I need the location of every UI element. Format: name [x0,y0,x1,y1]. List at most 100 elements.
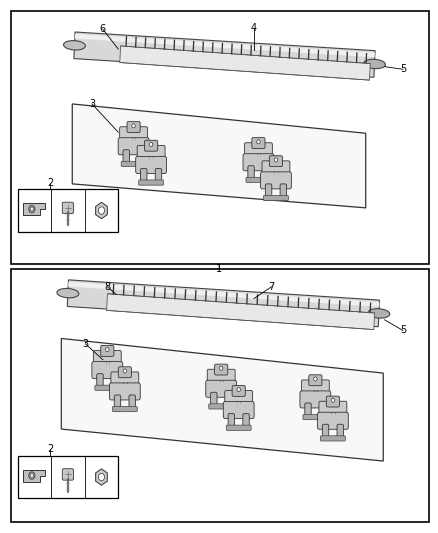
Polygon shape [269,46,271,57]
Circle shape [149,142,153,147]
FancyBboxPatch shape [246,177,271,182]
FancyBboxPatch shape [93,351,121,363]
Polygon shape [74,32,375,77]
Polygon shape [289,47,290,59]
Circle shape [106,348,109,352]
FancyBboxPatch shape [155,168,162,184]
Polygon shape [154,38,156,49]
FancyBboxPatch shape [232,385,245,397]
Circle shape [30,474,33,478]
Polygon shape [123,285,125,296]
FancyBboxPatch shape [223,401,254,418]
Text: 4: 4 [251,23,257,33]
FancyBboxPatch shape [228,414,235,430]
Polygon shape [193,41,194,52]
Circle shape [331,398,335,402]
FancyBboxPatch shape [137,146,165,158]
Polygon shape [215,292,217,302]
FancyBboxPatch shape [92,361,123,378]
FancyBboxPatch shape [123,150,130,166]
Polygon shape [356,52,357,63]
Polygon shape [145,37,146,49]
Circle shape [274,158,278,162]
FancyBboxPatch shape [118,138,149,155]
Polygon shape [23,203,46,215]
FancyBboxPatch shape [145,140,158,151]
FancyBboxPatch shape [322,424,329,440]
FancyBboxPatch shape [244,143,272,155]
Bar [18,456,118,498]
FancyBboxPatch shape [265,184,272,200]
Ellipse shape [368,309,390,318]
FancyBboxPatch shape [319,403,326,419]
Ellipse shape [64,41,85,50]
FancyBboxPatch shape [139,180,163,185]
FancyBboxPatch shape [321,436,345,441]
Text: 6: 6 [100,25,106,34]
Polygon shape [297,297,299,308]
FancyBboxPatch shape [110,383,140,400]
Circle shape [237,387,240,392]
Polygon shape [336,51,339,62]
FancyBboxPatch shape [113,407,137,411]
FancyBboxPatch shape [261,172,291,189]
FancyBboxPatch shape [300,391,331,408]
Polygon shape [205,290,207,302]
Polygon shape [164,39,166,50]
Circle shape [30,207,33,211]
FancyBboxPatch shape [318,412,348,429]
FancyBboxPatch shape [243,414,249,430]
Polygon shape [256,294,258,305]
FancyBboxPatch shape [207,369,235,382]
FancyBboxPatch shape [262,161,290,173]
Polygon shape [236,293,238,304]
FancyBboxPatch shape [121,161,146,166]
Polygon shape [72,104,366,208]
Polygon shape [164,288,166,298]
Polygon shape [106,294,374,329]
Polygon shape [226,292,227,303]
Text: 3: 3 [89,99,95,109]
FancyBboxPatch shape [120,127,148,139]
Polygon shape [143,286,145,297]
FancyBboxPatch shape [97,374,103,390]
FancyBboxPatch shape [141,168,147,184]
FancyBboxPatch shape [118,367,131,378]
FancyBboxPatch shape [243,154,274,171]
Polygon shape [246,294,248,304]
Polygon shape [75,34,375,58]
FancyBboxPatch shape [129,395,135,411]
Polygon shape [173,39,175,51]
Bar [11,269,429,522]
Polygon shape [365,53,367,64]
Polygon shape [308,49,310,60]
FancyBboxPatch shape [215,364,228,375]
Ellipse shape [364,59,385,69]
Polygon shape [287,296,289,308]
Polygon shape [308,298,310,309]
Polygon shape [68,282,379,307]
Polygon shape [61,338,383,461]
Polygon shape [240,44,242,55]
FancyBboxPatch shape [337,424,343,440]
FancyBboxPatch shape [101,345,114,357]
FancyBboxPatch shape [305,403,311,419]
FancyBboxPatch shape [301,380,329,392]
Circle shape [132,124,135,128]
Circle shape [99,207,105,214]
FancyBboxPatch shape [225,392,232,408]
FancyBboxPatch shape [264,196,288,200]
FancyBboxPatch shape [280,184,286,200]
Polygon shape [135,37,137,47]
Polygon shape [113,284,114,295]
Text: 8: 8 [104,282,110,292]
Polygon shape [277,296,279,306]
Polygon shape [318,298,320,310]
FancyBboxPatch shape [111,374,118,390]
FancyBboxPatch shape [226,425,251,430]
Text: 5: 5 [400,64,406,74]
FancyBboxPatch shape [326,396,339,407]
Polygon shape [202,42,204,52]
Circle shape [123,369,127,373]
Polygon shape [133,286,135,296]
